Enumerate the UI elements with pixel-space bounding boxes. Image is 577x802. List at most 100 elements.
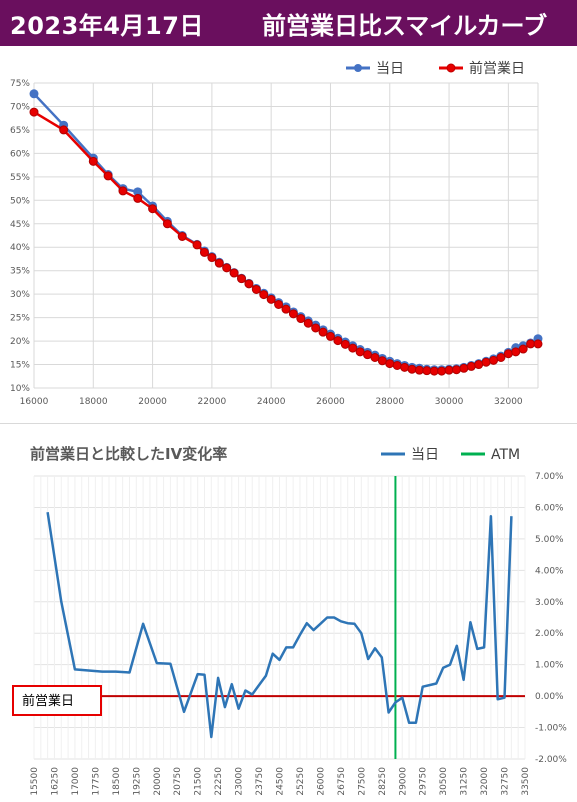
x-tick-label: 21500	[194, 767, 204, 796]
x-tick-label: 29750	[419, 767, 429, 796]
iv-change-chart: 前営業日と比較したIV変化率 当日 ATM -2.00% -1.00% 0.00% 1…	[12, 445, 567, 796]
series-group	[29, 89, 543, 376]
x-tick-label: 24500	[276, 767, 286, 796]
data-point-prev	[222, 263, 232, 273]
x-tick-label: 26750	[337, 767, 347, 796]
smile-curve-chart: 10% 15% 20% 25% 30% 35% 40% 45% 50% 55% 60% 65% 70% 7…	[10, 60, 543, 407]
data-point-prev	[318, 327, 328, 337]
x-tick-label: 20750	[173, 767, 183, 796]
reference-label: 前営業日	[22, 693, 74, 709]
x-tick-label: 23000	[235, 767, 245, 796]
data-point-prev	[333, 336, 343, 346]
grid	[33, 475, 526, 760]
series-line-today	[46, 512, 513, 739]
x-tick-label: 26000	[316, 767, 326, 796]
legend-label-today: 当日	[376, 61, 404, 77]
data-point-prev	[518, 344, 528, 354]
y-tick-label: 70%	[10, 102, 30, 112]
y-tick-label: 1.00%	[535, 661, 564, 671]
data-point-prev	[103, 171, 113, 181]
data-point-prev	[303, 318, 313, 328]
data-point-prev	[244, 279, 254, 289]
x-tick-label: 20000	[138, 397, 167, 407]
x-tick-label: 25250	[296, 767, 306, 796]
y-tick-label: 15%	[10, 361, 30, 371]
legend: 当日 ATM	[381, 447, 520, 463]
chart-title: 前営業日と比較したIV変化率	[30, 445, 227, 463]
data-point-prev	[414, 365, 424, 375]
x-tick-label: 22000	[198, 397, 227, 407]
y-tick-label: 40%	[10, 243, 30, 253]
y-tick-label: 3.00%	[535, 598, 564, 608]
data-point-prev	[429, 366, 439, 376]
data-point-prev	[266, 294, 276, 304]
data-point-prev	[288, 309, 298, 319]
y-tick-label: 20%	[10, 337, 30, 347]
data-point-prev	[451, 365, 461, 375]
x-tick-label: 23750	[255, 767, 265, 796]
y-tick-label: 5.00%	[535, 535, 564, 545]
y-tick-label: 4.00%	[535, 566, 564, 576]
y-tick-labels: 10% 15% 20% 25% 30% 35% 40% 45% 50% 55% 60% 65% 70% 7…	[10, 79, 30, 394]
data-point-prev	[533, 339, 543, 349]
y-tick-label: 75%	[10, 79, 30, 89]
data-point-prev	[325, 331, 335, 341]
data-point-prev	[237, 274, 247, 284]
x-tick-label: 32750	[501, 767, 511, 796]
series-group	[34, 476, 525, 759]
legend: 当日 前営業日	[346, 60, 525, 77]
data-point-prev	[437, 366, 447, 376]
series-line-prev	[33, 111, 538, 373]
x-tick-label: 16250	[50, 767, 60, 796]
data-point-prev	[481, 357, 491, 367]
data-point-prev	[259, 290, 269, 300]
data-point-prev	[355, 347, 365, 357]
y-tick-label: 60%	[10, 149, 30, 159]
y-tick-label: -1.00%	[535, 724, 567, 734]
y-tick-label: 45%	[10, 220, 30, 230]
data-point-prev	[118, 186, 128, 196]
x-tick-label: 20000	[153, 767, 163, 796]
data-point-today	[133, 187, 143, 197]
y-tick-label: 50%	[10, 196, 30, 206]
x-tick-label: 30000	[435, 397, 464, 407]
x-tick-label: 33500	[521, 767, 531, 796]
x-tick-label: 30500	[439, 767, 449, 796]
data-point-prev	[466, 361, 476, 371]
x-tick-label: 29000	[398, 767, 408, 796]
data-point-prev	[192, 240, 202, 250]
data-point-prev	[459, 363, 469, 373]
data-point-today	[29, 89, 39, 99]
data-point-prev	[422, 366, 432, 376]
data-point-prev	[88, 156, 98, 166]
y-tick-label: 55%	[10, 173, 30, 183]
data-point-prev	[496, 353, 506, 362]
series-line-today	[33, 92, 539, 371]
y-tick-label: 25%	[10, 314, 30, 324]
reference-label-box: 前営業日	[12, 685, 102, 716]
y-tick-label: 30%	[10, 290, 30, 300]
legend-marker-today	[354, 64, 362, 72]
legend-marker-prev	[446, 63, 456, 73]
data-point-prev	[177, 231, 187, 241]
data-point-prev	[281, 304, 291, 314]
x-tick-label: 17750	[91, 767, 101, 796]
data-point-prev	[348, 343, 358, 353]
data-point-prev	[489, 355, 499, 365]
data-point-prev	[377, 356, 387, 366]
data-point-prev	[207, 253, 217, 263]
data-point-prev	[251, 284, 261, 294]
x-tick-label: 31250	[460, 767, 470, 796]
data-point-prev	[363, 350, 373, 360]
data-point-prev	[474, 360, 484, 370]
data-point-prev	[526, 339, 536, 349]
x-tick-label: 27500	[357, 767, 367, 796]
legend-label-atm: ATM	[491, 447, 520, 463]
data-point-prev	[511, 347, 521, 357]
y-tick-label: 65%	[10, 126, 30, 136]
data-point-prev	[296, 314, 306, 324]
data-point-prev	[503, 349, 513, 359]
x-tick-label: 16000	[20, 397, 49, 407]
x-tick-labels: 15500 16250 17000 17750 18500 19250 20000 20750…	[30, 767, 531, 796]
data-point-prev	[133, 193, 143, 203]
